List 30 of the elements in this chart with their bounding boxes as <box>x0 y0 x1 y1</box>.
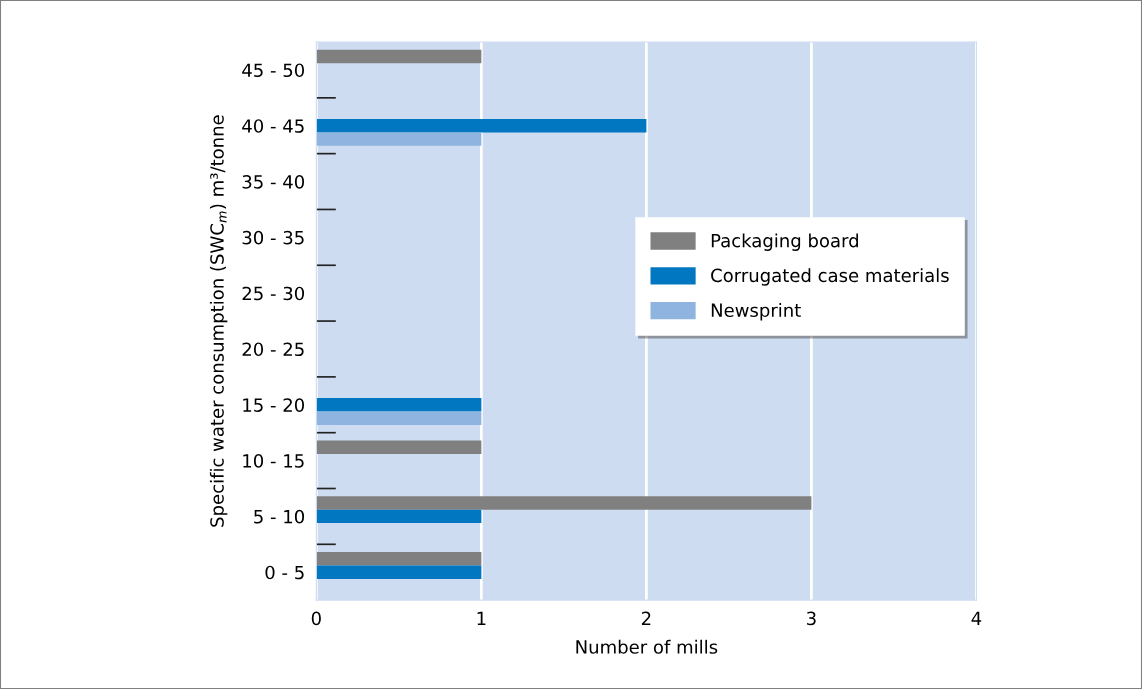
bar <box>316 552 482 566</box>
bar <box>316 49 482 64</box>
bar <box>316 565 482 579</box>
legend-label: Corrugated case materials <box>711 268 949 286</box>
x-tick-label: 0 <box>311 611 321 626</box>
legend-label: Newsprint <box>711 303 801 321</box>
y-axis-title: Specific water consumption (SWC$_{m}$) m³/tonne <box>209 115 228 527</box>
y-tick-label: 10 - 15 <box>243 454 304 468</box>
x-axis-title: Number of mills <box>576 639 718 654</box>
x-tick-label: 3 <box>807 611 816 626</box>
y-tick-label: 5 - 10 <box>254 509 305 524</box>
y-tick-label: 0 - 5 <box>265 565 304 580</box>
bar <box>316 509 482 524</box>
y-tick-label: 40 - 45 <box>242 119 304 133</box>
legend-label: Packaging board <box>711 233 858 251</box>
bar <box>316 440 482 454</box>
y-tick-label: 15 - 20 <box>243 398 305 412</box>
bar <box>316 496 812 510</box>
bar <box>316 398 482 412</box>
bar <box>316 411 482 425</box>
y-tick-label: 30 - 35 <box>242 230 304 245</box>
bar <box>316 132 482 146</box>
y-tick-label: 25 - 30 <box>242 286 305 301</box>
x-tick-label: 4 <box>971 611 982 625</box>
y-tick-label: 35 - 40 <box>242 175 305 189</box>
y-tick-label: 20 - 25 <box>242 342 304 357</box>
y-tick-label: 45 - 50 <box>242 63 305 78</box>
x-tick-label: 1 <box>477 611 486 625</box>
bar <box>316 119 647 133</box>
x-tick-label: 2 <box>641 611 651 625</box>
